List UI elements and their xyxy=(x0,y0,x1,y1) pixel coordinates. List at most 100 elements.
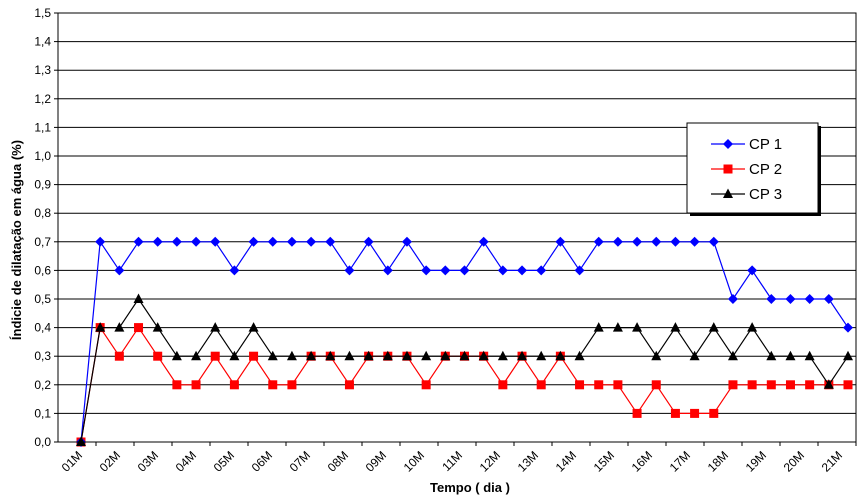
marker-triangle xyxy=(133,293,144,303)
marker-triangle xyxy=(651,350,662,361)
marker-square xyxy=(594,380,604,390)
legend-box xyxy=(686,122,819,214)
marker-diamond xyxy=(612,236,623,247)
marker-triangle xyxy=(286,350,297,361)
marker-diamond xyxy=(306,236,317,247)
marker-square xyxy=(747,380,757,390)
marker-triangle xyxy=(536,350,547,361)
y-tick-label: 1,0 xyxy=(34,149,51,163)
x-tick-label: 16M xyxy=(629,448,655,474)
marker-triangle xyxy=(555,350,566,361)
marker-square xyxy=(191,380,201,390)
x-tick-label: 21M xyxy=(819,448,845,474)
marker-diamond xyxy=(248,236,259,247)
series-group xyxy=(76,236,853,447)
plot-area-frame xyxy=(57,12,857,443)
marker-diamond xyxy=(267,236,278,247)
marker-diamond xyxy=(593,236,604,247)
marker-triangle xyxy=(114,322,125,332)
marker-diamond xyxy=(804,294,815,304)
marker-diamond xyxy=(497,265,508,276)
marker-diamond xyxy=(727,294,738,304)
marker-triangle xyxy=(76,436,86,446)
x-axis-title: Tempo ( dia ) xyxy=(430,480,510,495)
y-tick-label: 0,1 xyxy=(34,406,51,420)
marker-diamond xyxy=(689,236,700,247)
marker-square xyxy=(210,351,220,361)
marker-diamond xyxy=(191,236,202,247)
marker-triangle xyxy=(440,350,451,361)
marker-diamond xyxy=(171,236,182,247)
marker-diamond xyxy=(785,294,796,304)
x-tick-label: 18M xyxy=(705,448,731,474)
marker-triangle xyxy=(593,322,604,332)
marker-diamond xyxy=(133,236,144,247)
x-tick-label: 17M xyxy=(667,448,693,474)
marker-triangle xyxy=(823,379,834,389)
marker-diamond xyxy=(286,236,297,247)
marker-triangle xyxy=(382,350,393,361)
legend-label: CP 1 xyxy=(749,136,782,153)
marker-diamond xyxy=(95,236,106,247)
marker-triangle xyxy=(171,350,182,361)
marker-triangle xyxy=(804,350,815,361)
marker-triangle xyxy=(229,350,240,361)
marker-square xyxy=(421,380,431,390)
marker-square xyxy=(229,380,239,390)
marker-triangle xyxy=(344,350,355,361)
y-tick-label: 0,5 xyxy=(34,292,51,306)
marker-diamond xyxy=(574,265,585,276)
marker-diamond xyxy=(632,236,643,247)
y-tick-label: 1,4 xyxy=(34,35,51,49)
legend-label: CP 2 xyxy=(749,161,782,178)
marker-triangle xyxy=(689,350,700,361)
marker-triangle xyxy=(191,350,202,361)
y-tick-label: 0,8 xyxy=(34,206,51,220)
marker-diamond xyxy=(536,265,547,276)
y-tick-label: 0,3 xyxy=(34,349,51,363)
marker-triangle xyxy=(459,350,470,361)
marker-diamond xyxy=(440,265,451,276)
marker-diamond xyxy=(555,236,566,247)
marker-diamond xyxy=(478,236,489,247)
marker-square xyxy=(498,380,508,390)
x-tick-label: 12M xyxy=(477,448,503,474)
marker-diamond xyxy=(382,265,393,276)
marker-diamond xyxy=(670,236,681,247)
marker-diamond xyxy=(421,265,432,276)
x-tick-label: 06M xyxy=(249,448,275,474)
marker-diamond xyxy=(823,294,834,304)
marker-square xyxy=(690,408,700,418)
grid-lines xyxy=(58,12,856,443)
marker-square xyxy=(536,380,546,390)
marker-triangle xyxy=(708,322,719,332)
marker-diamond xyxy=(723,139,733,149)
marker-square xyxy=(153,351,163,361)
series-cp-3 xyxy=(76,293,853,446)
marker-diamond xyxy=(344,265,355,276)
marker-triangle xyxy=(785,350,796,361)
marker-triangle xyxy=(766,350,777,361)
marker-diamond xyxy=(229,265,240,276)
marker-diamond xyxy=(210,236,221,247)
marker-diamond xyxy=(152,236,163,247)
marker-triangle xyxy=(612,322,623,332)
marker-diamond xyxy=(401,236,412,247)
marker-square xyxy=(613,380,623,390)
marker-square xyxy=(723,164,733,174)
marker-square xyxy=(651,380,661,390)
x-tick-label: 19M xyxy=(743,448,769,474)
y-axis-title: Índicie de dilatação em água (%) xyxy=(9,140,24,340)
x-tick-label: 02M xyxy=(97,448,123,474)
marker-triangle xyxy=(267,350,278,361)
x-tick-label: 20M xyxy=(781,448,807,474)
marker-triangle xyxy=(401,350,412,361)
marker-square xyxy=(805,380,815,390)
marker-diamond xyxy=(114,265,125,276)
marker-triangle xyxy=(210,322,221,332)
x-tick-label: 09M xyxy=(363,448,389,474)
x-tick-label: 13M xyxy=(515,448,541,474)
marker-triangle xyxy=(497,350,508,361)
marker-triangle xyxy=(152,322,163,332)
marker-triangle xyxy=(632,322,643,332)
